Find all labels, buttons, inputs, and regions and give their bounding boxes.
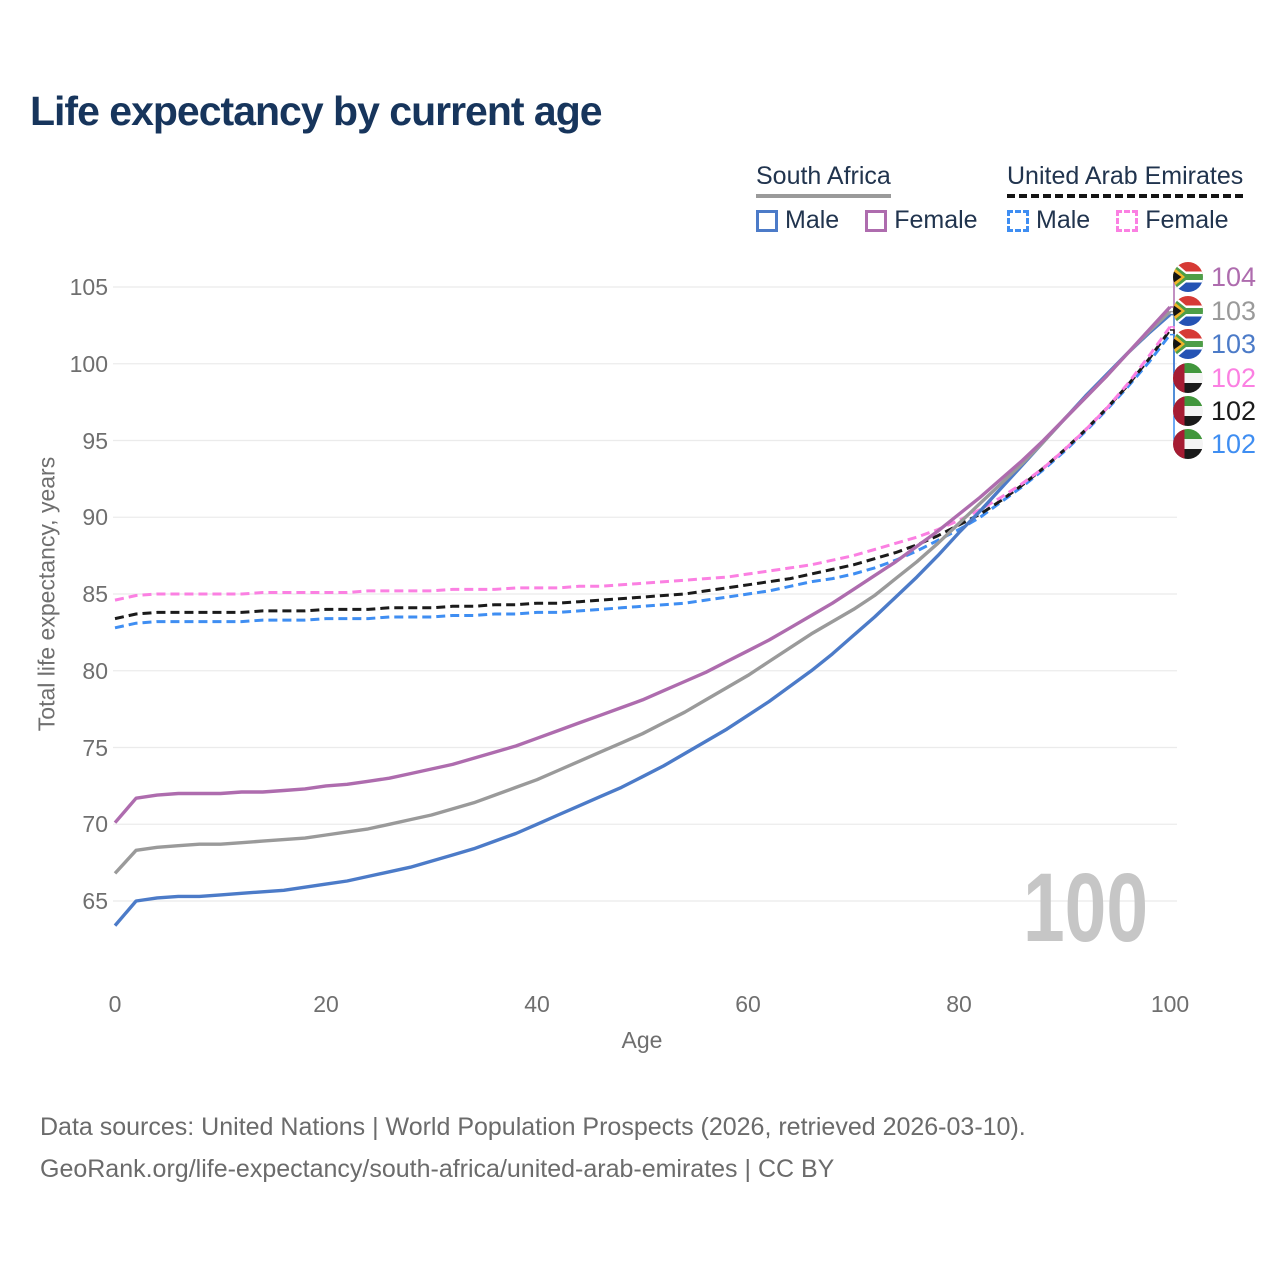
y-tick-label: 75 [82, 734, 108, 761]
legend-items-uae: Male Female [1007, 206, 1243, 235]
series-line-sa-male [113, 313, 1172, 927]
legend-label-sa-female: Female [894, 206, 978, 234]
x-tick-label: 0 [108, 991, 122, 1017]
south-africa-flag-icon [1173, 296, 1203, 326]
series-line-sa-female [113, 305, 1172, 824]
legend-title-uae: United Arab Emirates [1007, 162, 1244, 198]
end-label-row-uae-male: 102 [1173, 429, 1256, 459]
y-tick-label: 90 [82, 504, 108, 531]
united-arab-emirates-flag-icon [1173, 429, 1203, 459]
end-label-row-sa-female: 104 [1173, 262, 1256, 292]
south-africa-flag-icon [1173, 329, 1203, 359]
end-label-row-uae-total: 102 [1173, 396, 1256, 426]
legend-label-uae-female: Female [1145, 206, 1229, 234]
united-arab-emirates-flag-icon [1173, 363, 1203, 393]
sa-female-swatch-icon [865, 209, 888, 232]
legend-item-sa-male[interactable]: Male [756, 206, 839, 235]
end-label-row-uae-female: 102 [1173, 363, 1256, 393]
x-tick-label: 80 [946, 991, 972, 1017]
end-label-value-uae-total: 102 [1211, 396, 1257, 426]
end-label-value-uae-male: 102 [1211, 429, 1257, 459]
y-tick-label: 95 [82, 427, 108, 454]
south-africa-flag-icon [1173, 262, 1203, 292]
watermark-current-age: 100 [1023, 853, 1148, 962]
y-tick-label: 100 [69, 350, 108, 377]
legend-item-uae-male[interactable]: Male [1007, 206, 1090, 235]
y-tick-label: 105 [69, 274, 108, 300]
x-tick-label: 20 [313, 991, 339, 1017]
legend-item-uae-female[interactable]: Female [1116, 206, 1229, 235]
series-line-uae-total [114, 329, 1172, 621]
end-label-row-sa-total: 103 [1173, 296, 1256, 326]
footer-attribution: GeoRank.org/life-expectancy/south-africa… [40, 1155, 835, 1183]
page-title: Life expectancy by current age [30, 88, 603, 134]
y-tick-label: 80 [82, 657, 108, 684]
legend-item-sa-female[interactable]: Female [865, 206, 978, 235]
y-tick-label: 85 [82, 581, 108, 607]
uae-female-swatch-icon [1116, 209, 1139, 232]
x-axis-title: Age [621, 1027, 663, 1053]
end-label-value-uae-female: 102 [1211, 363, 1257, 393]
y-tick-label: 70 [82, 811, 108, 838]
series-line-uae-female [114, 326, 1172, 602]
end-label-value-sa-female: 104 [1211, 262, 1257, 292]
legend-group-uae: United Arab Emirates Male Female [1007, 162, 1244, 235]
end-label-value-sa-total: 103 [1211, 296, 1257, 326]
legend-label-sa-male: Male [785, 206, 840, 234]
legend-label-uae-male: Male [1036, 206, 1091, 234]
sa-male-swatch-icon [756, 209, 778, 232]
y-tick-label: 65 [82, 888, 108, 914]
legend-group-south-africa: South Africa Male Female [756, 162, 978, 235]
legend-title-south-africa: South Africa [756, 162, 891, 198]
footer-data-sources: Data sources: United Nations | World Pop… [40, 1113, 1026, 1141]
end-label-row-sa-male: 103 [1173, 329, 1256, 359]
x-tick-label: 100 [1150, 991, 1190, 1017]
footer: Data sources: United Nations | World Pop… [40, 1106, 1026, 1190]
end-label-value-sa-male: 103 [1211, 329, 1257, 359]
legend-items-south-africa: Male Female [756, 206, 978, 235]
series-line-uae-male [114, 333, 1172, 630]
series-line-sa-total [113, 310, 1172, 875]
uae-male-swatch-icon [1007, 209, 1029, 232]
y-axis-title: Total life expectancy, years [33, 456, 60, 732]
x-tick-label: 60 [735, 991, 761, 1017]
united-arab-emirates-flag-icon [1173, 396, 1203, 426]
x-tick-label: 40 [524, 991, 550, 1017]
